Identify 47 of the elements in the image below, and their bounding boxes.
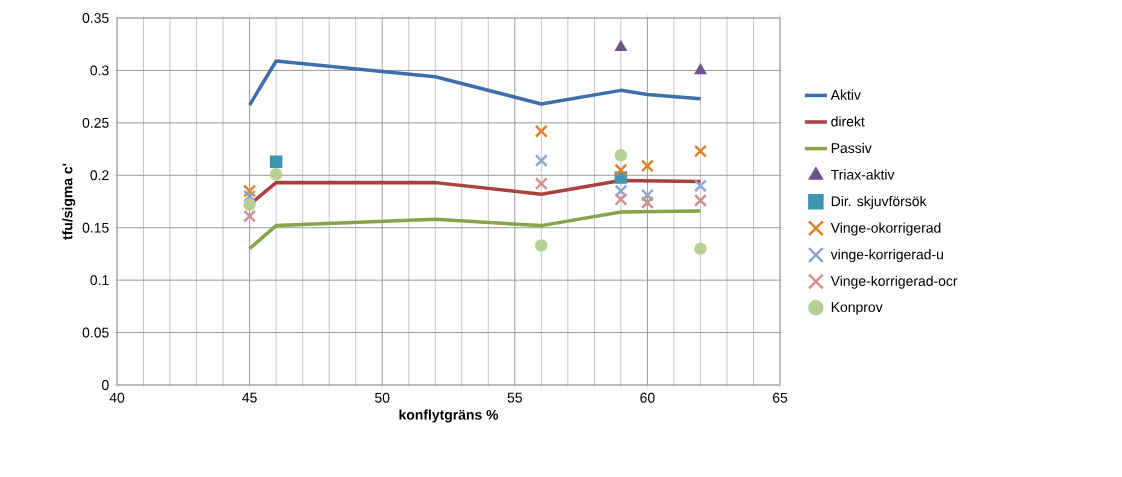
point bbox=[640, 196, 654, 210]
legend-label: Konprov bbox=[831, 302, 883, 315]
point bbox=[693, 144, 707, 158]
y-tick-label: 0.15 bbox=[82, 222, 109, 233]
point bbox=[640, 159, 654, 173]
x-tick-label: 45 bbox=[242, 392, 257, 403]
point bbox=[693, 179, 707, 193]
y-tick-label: 0 bbox=[102, 380, 109, 390]
point bbox=[243, 189, 257, 203]
legend-label: Passiv bbox=[831, 142, 872, 154]
legend-label: Dir. skjuvförsök bbox=[831, 195, 927, 209]
y-axis-title: tfu/sigma c' bbox=[62, 163, 76, 240]
point bbox=[614, 149, 628, 162]
point bbox=[243, 198, 256, 211]
x-tick-label: 60 bbox=[640, 392, 655, 403]
line-series bbox=[247, 59, 703, 107]
point bbox=[614, 192, 628, 206]
point bbox=[534, 177, 548, 191]
x-tick-label: 50 bbox=[375, 392, 390, 403]
point bbox=[535, 239, 548, 252]
legend-label: Aktiv bbox=[830, 89, 861, 100]
legend-label: Vinge-okorrigerad bbox=[830, 222, 941, 236]
legend-label: Vinge-korrigerad-ocr bbox=[830, 275, 958, 289]
legend-label: Triax-aktiv bbox=[831, 169, 895, 180]
y-tick-label: 0.1 bbox=[90, 275, 109, 286]
x-tick-label: 40 bbox=[109, 392, 125, 403]
x-axis-title: konflytgräns % bbox=[399, 409, 499, 423]
point bbox=[694, 242, 707, 255]
point bbox=[243, 209, 257, 223]
point bbox=[640, 188, 654, 202]
legend-label: direkt bbox=[831, 116, 865, 127]
point bbox=[269, 167, 283, 181]
y-tick-label: 0.25 bbox=[82, 117, 109, 128]
point bbox=[269, 155, 283, 168]
line-series bbox=[247, 209, 703, 251]
y-tick-label: 0.35 bbox=[82, 13, 109, 23]
point bbox=[693, 193, 707, 207]
y-tick-label: 0.3 bbox=[90, 65, 109, 76]
legend-label: vinge-korrigerad-u bbox=[830, 249, 943, 263]
y-tick-label: 0.2 bbox=[90, 170, 109, 181]
x-tick-label: 65 bbox=[772, 392, 788, 403]
point bbox=[614, 163, 628, 177]
point bbox=[534, 124, 548, 138]
x-tick-label: 55 bbox=[507, 392, 522, 403]
point bbox=[694, 64, 707, 75]
y-tick-label: 0.05 bbox=[82, 327, 109, 338]
point bbox=[534, 154, 548, 168]
